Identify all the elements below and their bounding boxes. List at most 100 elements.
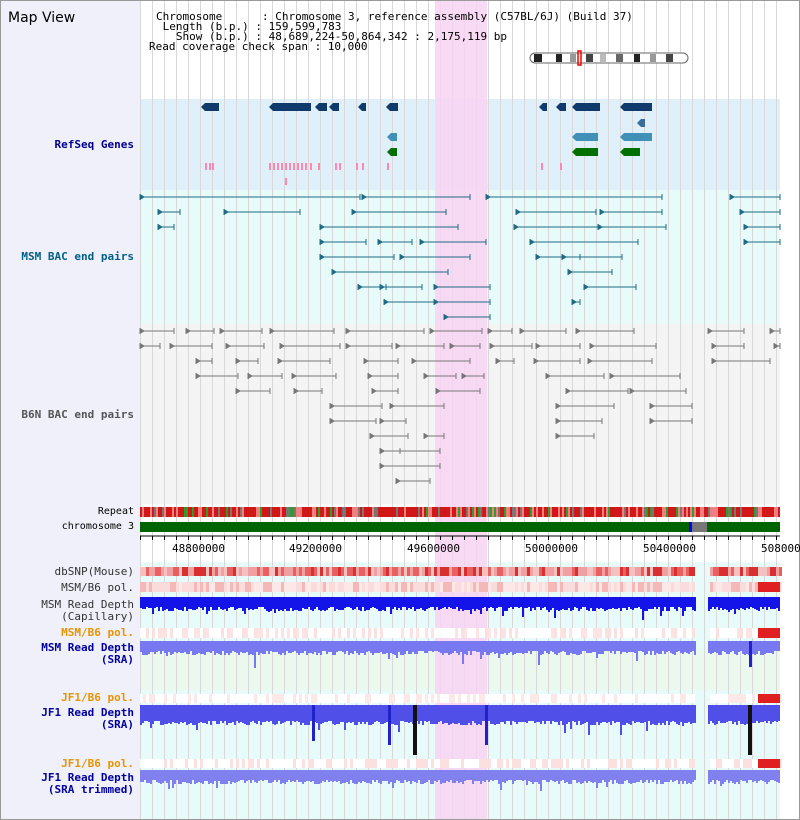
depth-bar (306, 705, 308, 725)
track-label-refseq-genes[interactable]: RefSeq Genes (54, 138, 134, 151)
density-segment (563, 628, 566, 638)
density-segment (539, 567, 542, 576)
repeat-segment (352, 507, 354, 517)
depth-bar (164, 597, 166, 610)
density-segment (395, 567, 398, 576)
ideogram-band (666, 54, 673, 62)
track-label-jf1-b6-pol-2[interactable]: JF1/B6 pol. (61, 757, 134, 770)
density-segment (746, 567, 749, 576)
depth-bar (194, 770, 196, 784)
density-segment (272, 567, 275, 576)
density-segment (755, 759, 758, 768)
repeat-segment (468, 507, 470, 517)
depth-bar (744, 597, 746, 610)
track-label-jf1-read-depth-sra-trimmed[interactable]: JF1 Read Depth (SRA trimmed) (41, 771, 134, 796)
track-label-jf1-b6-pol-1[interactable]: JF1/B6 pol. (61, 691, 134, 704)
track-label-msm-b6-pol-1[interactable]: MSM/B6 pol. (61, 581, 134, 594)
density-segment (215, 582, 218, 592)
density-segment (317, 582, 320, 592)
depth-bar (248, 705, 250, 725)
density-segment (341, 567, 344, 576)
depth-bar (644, 641, 646, 655)
density-segment (476, 759, 479, 768)
density-segment (596, 694, 599, 703)
density-segment (320, 628, 323, 638)
depth-bar (446, 597, 448, 609)
density-segment (290, 567, 293, 576)
track-label-msm-read-depth-capillary[interactable]: MSM Read Depth (Capillary) (41, 598, 134, 623)
track-label-b6n-bac-end-pairs[interactable]: B6N BAC end pairs (21, 408, 134, 421)
depth-bar (462, 597, 464, 611)
density-segment (245, 582, 248, 592)
bac-end-marker (436, 388, 441, 394)
depth-bar (480, 770, 482, 784)
density-segment (650, 567, 653, 576)
depth-bar (418, 597, 420, 609)
density-segment (308, 582, 311, 592)
density-segment (203, 567, 206, 576)
track-label-msm-bac-end-pairs[interactable]: MSM BAC end pairs (21, 250, 134, 263)
density-segment (440, 759, 443, 768)
density-segment (467, 582, 470, 592)
depth-bar (634, 705, 636, 723)
density-segment (509, 694, 512, 703)
density-segment (356, 694, 359, 703)
depth-bar (580, 705, 582, 725)
depth-bar (616, 770, 618, 783)
depth-bar (384, 770, 386, 781)
track-label-msm-read-depth-sra[interactable]: MSM Read Depth (SRA) (41, 641, 134, 666)
depth-bar (380, 770, 382, 784)
density-segment (449, 759, 452, 768)
bac-end-marker (488, 328, 493, 334)
density-segment (356, 628, 359, 638)
gene-block (391, 133, 397, 141)
depth-bar (766, 641, 768, 653)
density-segment (323, 567, 326, 576)
depth-bar (326, 641, 328, 654)
track-label-jf1-read-depth-sra[interactable]: JF1 Read Depth (SRA) (41, 706, 134, 731)
density-segment (482, 628, 485, 638)
density-segment (437, 694, 440, 703)
depth-bar (714, 770, 716, 784)
depth-bar (440, 641, 442, 653)
bac-end-marker (330, 418, 335, 424)
density-segment (230, 694, 233, 703)
density-segment (710, 694, 713, 703)
depth-bar (360, 641, 362, 653)
bac-end-marker (320, 254, 325, 260)
density-segment (665, 567, 668, 576)
density-segment (689, 567, 692, 576)
gene-exon-pink (205, 163, 207, 170)
depth-bar (426, 597, 428, 609)
density-segment (350, 567, 353, 576)
depth-bar (406, 597, 408, 610)
density-segment (167, 694, 170, 703)
depth-bar (674, 770, 676, 781)
depth-bar (514, 641, 516, 654)
density-segment (296, 759, 299, 768)
depth-bar (234, 641, 236, 652)
depth-bar (394, 705, 396, 725)
density-segment (455, 582, 458, 592)
depth-bar (214, 641, 216, 655)
track-label-dbsnp[interactable]: dbSNP(Mouse) (54, 565, 134, 578)
depth-bar (232, 597, 234, 607)
depth-bar (152, 770, 154, 780)
depth-bar (762, 597, 764, 609)
depth-bar (556, 641, 558, 655)
track-label-msm-b6-pol-2[interactable]: MSM/B6 pol. (61, 626, 134, 639)
density-segment (395, 582, 398, 592)
axis-tick-label: 49200000 (289, 542, 342, 555)
density-segment (332, 582, 335, 592)
depth-bar (370, 641, 372, 653)
density-segment (440, 567, 443, 576)
density-segment (692, 694, 695, 703)
density-segment (737, 567, 740, 576)
gene-exon-pink (356, 163, 358, 170)
depth-bar (246, 770, 248, 781)
density-segment (392, 759, 395, 768)
depth-bar (146, 705, 148, 721)
density-segment (779, 567, 782, 576)
depth-bar (584, 705, 586, 723)
